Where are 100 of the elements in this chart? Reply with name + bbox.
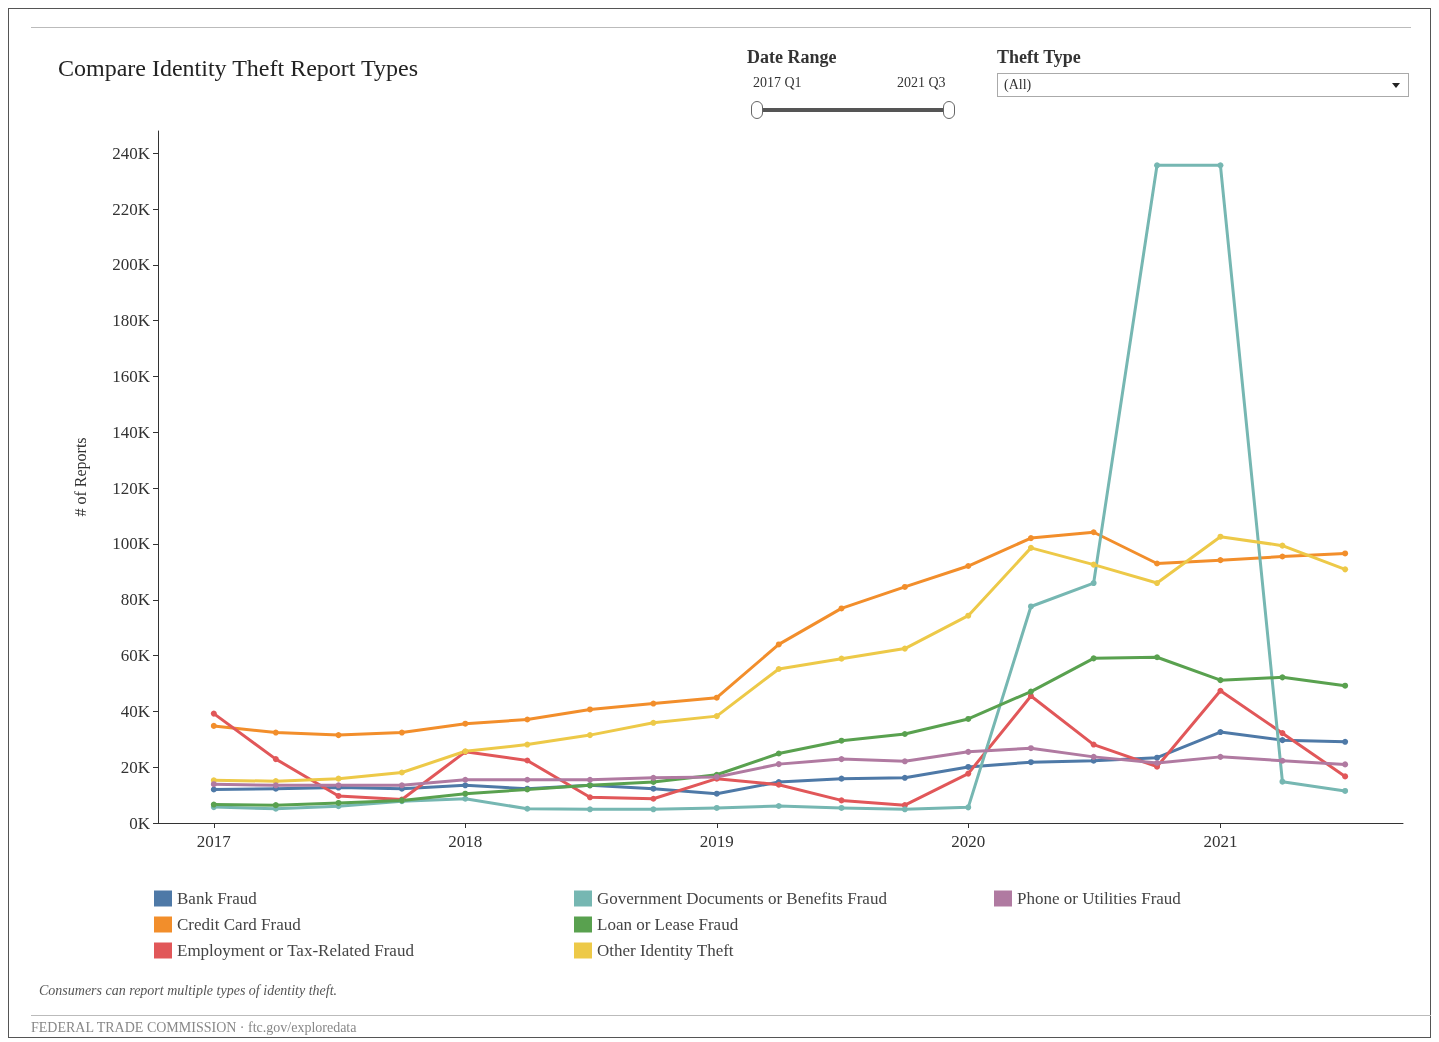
point bbox=[587, 732, 593, 739]
point bbox=[1090, 741, 1097, 748]
point bbox=[1027, 544, 1034, 551]
y-tick-label: 140K bbox=[112, 422, 151, 442]
point bbox=[1217, 753, 1224, 760]
point bbox=[965, 715, 972, 722]
point bbox=[1154, 580, 1161, 587]
point bbox=[1342, 566, 1349, 573]
point bbox=[1342, 738, 1349, 745]
point bbox=[838, 775, 845, 782]
point bbox=[1217, 677, 1224, 684]
point bbox=[713, 713, 720, 720]
point bbox=[210, 781, 217, 788]
point bbox=[1342, 761, 1349, 768]
legend-label: Other Identity Theft bbox=[597, 941, 734, 960]
point bbox=[335, 732, 342, 739]
point bbox=[398, 769, 405, 776]
x-tick-label: 2021 bbox=[1203, 832, 1238, 851]
point bbox=[1154, 162, 1161, 169]
point bbox=[1027, 603, 1034, 610]
y-tick-label: 20K bbox=[120, 757, 151, 777]
point bbox=[1217, 557, 1224, 564]
point bbox=[1342, 787, 1349, 794]
text: 2017 Q1 bbox=[753, 75, 802, 91]
point bbox=[335, 792, 342, 799]
point bbox=[398, 729, 405, 736]
point bbox=[462, 790, 469, 797]
point bbox=[965, 763, 972, 770]
chart-title: Compare Identity Theft Report Types bbox=[58, 55, 419, 81]
point bbox=[272, 729, 279, 736]
point bbox=[838, 804, 845, 811]
point bbox=[1027, 745, 1034, 752]
y-tick-label: 0K bbox=[129, 813, 151, 833]
y-tick-label: 80K bbox=[120, 590, 151, 610]
x-tick-label: 2019 bbox=[699, 832, 734, 851]
point bbox=[587, 776, 593, 783]
point bbox=[775, 665, 782, 672]
point bbox=[462, 782, 469, 789]
point bbox=[1090, 655, 1097, 662]
point bbox=[210, 710, 217, 717]
point bbox=[965, 804, 972, 811]
y-tick-label: 240K bbox=[112, 143, 151, 163]
point bbox=[1154, 754, 1161, 761]
point bbox=[650, 700, 657, 707]
point bbox=[1279, 737, 1286, 744]
point bbox=[1027, 759, 1034, 766]
dropdown-field: (All) bbox=[997, 73, 1409, 97]
point bbox=[1090, 561, 1097, 568]
y-tick-label: 100K bbox=[112, 534, 151, 554]
text: 2021 Q3 bbox=[897, 75, 946, 91]
point bbox=[1279, 757, 1286, 764]
point bbox=[1279, 778, 1286, 785]
point bbox=[965, 612, 972, 619]
text: Consumers can report multiple types of identity theft. bbox=[39, 983, 338, 999]
point bbox=[901, 758, 908, 765]
point bbox=[1342, 682, 1349, 689]
point bbox=[650, 774, 657, 781]
point bbox=[335, 799, 342, 806]
point bbox=[1279, 674, 1286, 681]
point bbox=[838, 605, 845, 612]
point bbox=[462, 776, 469, 783]
y-tick-label: 220K bbox=[112, 199, 151, 219]
y-tick-label: 200K bbox=[112, 255, 151, 275]
point bbox=[524, 741, 531, 748]
y-tick-label: 160K bbox=[112, 367, 151, 387]
point bbox=[1279, 730, 1286, 737]
x-tick-label: 2018 bbox=[448, 832, 483, 851]
text: Theft Type bbox=[997, 47, 1081, 68]
point bbox=[462, 720, 469, 727]
y-tick-label: 60K bbox=[120, 646, 151, 666]
point bbox=[1217, 687, 1224, 694]
point bbox=[901, 806, 908, 813]
point bbox=[1279, 553, 1286, 560]
point bbox=[965, 563, 972, 570]
point bbox=[1342, 550, 1349, 557]
text: Date Range bbox=[747, 47, 837, 68]
point bbox=[1154, 654, 1161, 661]
point bbox=[1217, 162, 1224, 169]
point bbox=[775, 802, 782, 809]
point bbox=[1090, 753, 1097, 760]
point bbox=[1279, 542, 1286, 549]
y-axis-title: # of Reports bbox=[71, 437, 90, 517]
legend-label: Loan or Lease Fraud bbox=[597, 915, 739, 934]
point bbox=[775, 641, 782, 648]
point bbox=[965, 770, 972, 777]
point bbox=[775, 761, 782, 768]
point bbox=[650, 785, 657, 792]
y-tick-label: 180K bbox=[112, 311, 151, 331]
point bbox=[524, 776, 531, 783]
point bbox=[1090, 529, 1097, 536]
point bbox=[1154, 560, 1161, 567]
point bbox=[838, 756, 845, 763]
point bbox=[1217, 533, 1224, 540]
point bbox=[901, 774, 908, 781]
y-tick-label: 120K bbox=[112, 478, 151, 498]
legend-label: Employment or Tax-Related Fraud bbox=[177, 941, 415, 960]
point bbox=[524, 805, 531, 812]
point bbox=[1217, 729, 1224, 736]
point bbox=[901, 730, 908, 737]
point bbox=[775, 750, 782, 757]
